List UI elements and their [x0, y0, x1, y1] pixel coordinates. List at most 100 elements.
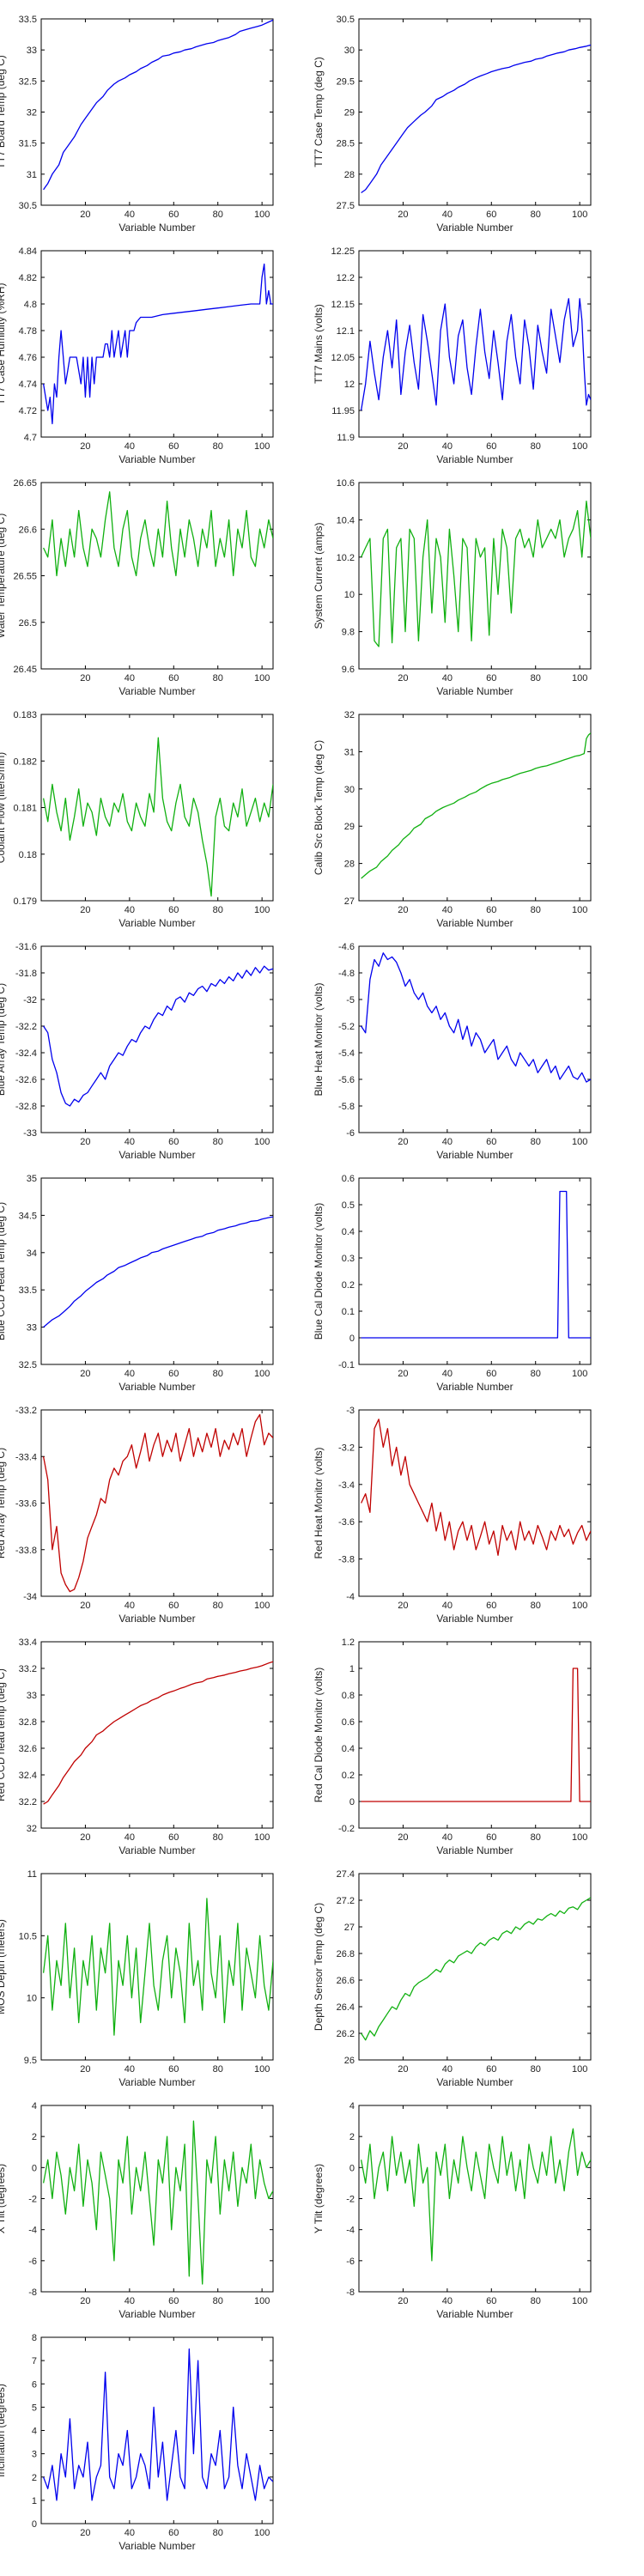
x-tick-label: 40 — [442, 1832, 453, 1843]
y-tick-label: 33.5 — [19, 15, 37, 25]
chart-panel-17: 20 40 60 80 100 9.5 10 10.5 11 Variable Number MOS… — [0, 1863, 286, 2091]
y-tick-label: 11 — [27, 1869, 37, 1880]
y-tick-label: 2 — [349, 2132, 355, 2142]
x-tick-label: 20 — [80, 2296, 90, 2306]
y-tick-label: 32.8 — [19, 1717, 37, 1728]
y-tick-label: -31.8 — [15, 969, 37, 979]
y-tick-label: -33.4 — [15, 1452, 37, 1462]
y-tick-label: 12.05 — [331, 353, 355, 363]
y-tick-label: 10.5 — [19, 1931, 37, 1941]
x-tick-label: 80 — [531, 1137, 541, 1147]
x-tick-label: 20 — [398, 1137, 408, 1147]
y-tick-label: 27 — [344, 1923, 355, 1933]
x-axis-label: Variable Number — [118, 1613, 195, 1625]
x-tick-label: 80 — [213, 905, 223, 915]
x-tick-label: 40 — [442, 2296, 453, 2306]
y-tick-label: 26.4 — [337, 2002, 355, 2013]
chart-3: 20 40 60 80 100 4.7 4.72 4.74 4.76 4.78 4.8 4.82 4.8… — [0, 246, 274, 465]
y-tick-label: 29 — [344, 108, 355, 118]
y-axis-label: Red CCD head temp (deg C) — [0, 1668, 7, 1801]
y-tick-label: 27 — [344, 896, 355, 907]
plot-frame — [40, 482, 274, 670]
x-tick-label: 80 — [213, 2528, 223, 2538]
y-tick-label: 4.74 — [19, 380, 37, 390]
plot-frame — [40, 1177, 274, 1365]
y-tick-label: 33.5 — [19, 1285, 37, 1296]
y-tick-label: 11.9 — [337, 433, 355, 443]
y-tick-label: -3.4 — [338, 1480, 355, 1491]
y-tick-label: -32.4 — [15, 1048, 37, 1059]
y-tick-label: 10.2 — [337, 553, 355, 563]
y-tick-label: 4.72 — [19, 406, 37, 416]
x-tick-label: 80 — [531, 673, 541, 683]
chart-panel-1: 20 40 60 80 100 30.5 31 31.5 32 32.5 33 33.5 Variabl… — [0, 9, 286, 236]
x-tick-label: 40 — [125, 905, 135, 915]
y-tick-label: 0.4 — [342, 1744, 355, 1754]
y-tick-label: 5 — [32, 2403, 37, 2413]
y-tick-label: 4.84 — [19, 246, 37, 257]
y-axis-label: TT7 Mains (volts) — [313, 304, 325, 384]
x-tick-label: 100 — [572, 905, 587, 915]
y-axis-label: Blue CCD Head Temp (deg C) — [0, 1202, 7, 1340]
x-tick-label: 20 — [398, 1601, 408, 1611]
series-line — [42, 2348, 273, 2501]
series-line — [43, 491, 273, 577]
x-tick-label: 20 — [398, 2296, 408, 2306]
x-tick-label: 80 — [531, 210, 541, 220]
x-tick-label: 60 — [168, 210, 179, 220]
x-tick-label: 20 — [80, 1137, 90, 1147]
y-axis-label: Blue Cal Diode Monitor (volts) — [313, 1203, 325, 1340]
series-line — [43, 1216, 273, 1328]
y-tick-label: 32.6 — [19, 1744, 37, 1754]
y-tick-label: 7 — [32, 2356, 37, 2366]
y-tick-label: 33 — [27, 46, 37, 56]
x-axis-label: Variable Number — [118, 2308, 195, 2320]
x-tick-label: 40 — [125, 673, 135, 683]
y-tick-label: 0 — [32, 2163, 37, 2173]
y-tick-label: 2 — [32, 2132, 37, 2142]
chart-7: 20 40 60 80 100 0.179 0.18 0.181 0.182 0.183 Varia… — [0, 710, 274, 929]
x-tick-label: 40 — [125, 2064, 135, 2075]
y-tick-label: 9.8 — [342, 628, 355, 638]
x-tick-label: 40 — [442, 673, 453, 683]
plot-frame — [40, 1409, 274, 1597]
x-tick-label: 40 — [125, 1369, 135, 1379]
y-tick-label: 27.2 — [337, 1896, 355, 1906]
x-tick-label: 100 — [572, 1832, 587, 1843]
y-tick-label: -0.2 — [338, 1824, 355, 1834]
x-tick-label: 60 — [486, 2296, 496, 2306]
x-axis-label: Variable Number — [436, 1844, 513, 1856]
chart-panel-8: 20 40 60 80 100 27 28 29 30 31 32 Variable Number Ca… — [312, 704, 604, 932]
y-tick-label: 31 — [27, 170, 37, 180]
y-tick-label: -5.2 — [338, 1022, 355, 1032]
x-tick-label: 40 — [442, 1369, 453, 1379]
y-axis-label: Inclination (degrees) — [0, 2384, 7, 2477]
y-tick-label: -5.6 — [338, 1075, 355, 1085]
x-axis-label: Variable Number — [436, 1149, 513, 1161]
y-tick-label: 33.2 — [19, 1664, 37, 1674]
series-line — [361, 1419, 591, 1556]
chart-12: 20 40 60 80 100 -0.1 0 0.1 0.2 0.3 0.4 0.5 0.6 Variab… — [313, 1174, 592, 1393]
y-tick-label: -31.6 — [15, 942, 37, 952]
chart-21: 20 40 60 80 100 0 1 2 3 4 5 6 7 8 Variable Number Incli… — [0, 2333, 274, 2552]
x-tick-label: 80 — [531, 1369, 541, 1379]
x-tick-label: 60 — [486, 905, 496, 915]
y-axis-label: Water Temperature (deg C) — [0, 513, 7, 638]
x-tick-label: 40 — [125, 1137, 135, 1147]
y-tick-label: 12 — [344, 380, 355, 390]
x-tick-label: 100 — [572, 1369, 587, 1379]
y-tick-label: 27.4 — [337, 1869, 355, 1880]
x-tick-label: 80 — [213, 2064, 223, 2075]
y-tick-label: 0.179 — [13, 896, 37, 907]
x-tick-label: 100 — [254, 441, 270, 452]
x-tick-label: 60 — [168, 1369, 179, 1379]
y-tick-label: 4.7 — [24, 433, 37, 443]
series-line — [360, 298, 591, 411]
x-tick-label: 100 — [572, 2296, 587, 2306]
y-tick-label: 4.82 — [19, 273, 37, 283]
series-line — [361, 1668, 591, 1802]
x-tick-label: 60 — [486, 210, 496, 220]
y-tick-label: -33 — [23, 1128, 37, 1139]
x-tick-label: 40 — [125, 1601, 135, 1611]
x-tick-label: 20 — [80, 673, 90, 683]
